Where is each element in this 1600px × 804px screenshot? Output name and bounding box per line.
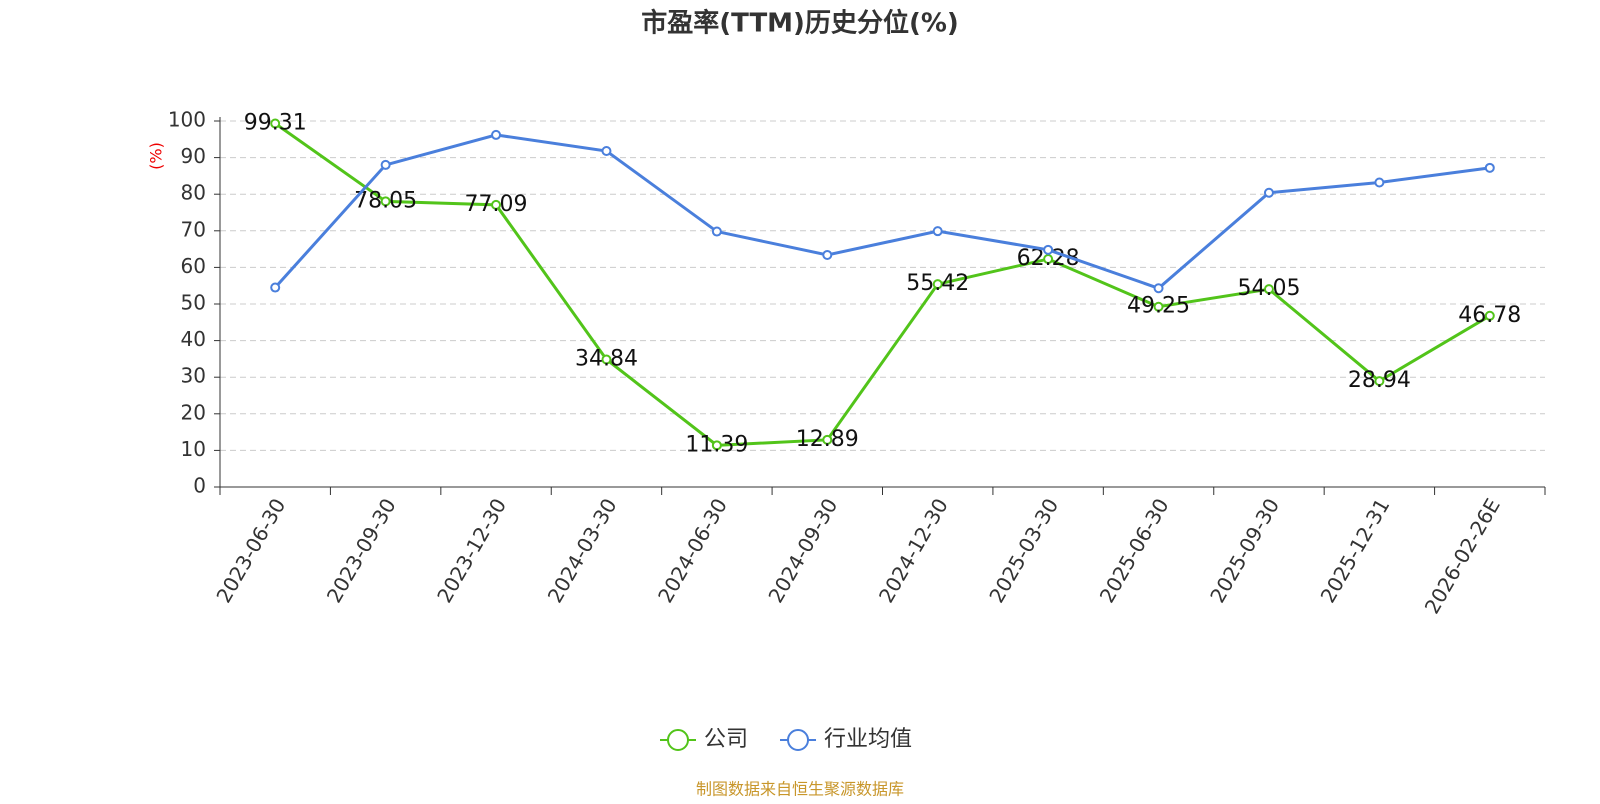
data-point <box>1374 376 1385 387</box>
y-tick-label: 80 <box>181 181 206 205</box>
x-tick-label: 2026-02-26E <box>1420 494 1505 618</box>
series-line <box>274 122 1491 447</box>
legend-label: 行业均值 <box>824 727 912 752</box>
data-point <box>270 282 281 293</box>
data-point <box>491 129 502 140</box>
data-label: 12.89 <box>796 427 859 452</box>
data-label: 28.94 <box>1348 368 1411 393</box>
data-label: 78.05 <box>354 188 417 213</box>
y-tick-label: 0 <box>193 474 206 498</box>
data-point <box>1484 310 1495 321</box>
y-tick-label: 100 <box>168 108 206 132</box>
data-label: 46.78 <box>1458 303 1521 328</box>
x-tick-label: 2025-12-31 <box>1316 494 1395 607</box>
y-tick-label: 20 <box>181 400 206 424</box>
legend-marker <box>667 729 689 751</box>
data-point <box>932 226 943 237</box>
x-tick-label: 2023-12-30 <box>432 494 511 607</box>
legend-marker <box>787 729 810 751</box>
data-label: 55.42 <box>906 271 969 296</box>
x-tick-label: 2024-12-30 <box>874 494 953 607</box>
x-tick-label: 2024-06-30 <box>653 494 732 607</box>
x-tick-label: 2025-09-30 <box>1205 494 1284 607</box>
data-point <box>1263 284 1274 295</box>
data-label: 34.84 <box>575 346 638 371</box>
data-point <box>1153 283 1164 294</box>
data-point <box>270 118 281 129</box>
chart-title: 市盈率(TTM)历史分位(%) <box>641 8 959 39</box>
data-point <box>491 199 502 210</box>
data-point <box>1484 162 1495 173</box>
data-label: 54.05 <box>1237 276 1300 301</box>
data-point <box>601 354 612 365</box>
series-line <box>274 133 1490 290</box>
data-point <box>711 440 722 451</box>
y-tick-label: 40 <box>181 327 206 351</box>
data-point <box>932 279 943 290</box>
data-point <box>1043 244 1054 255</box>
data-point <box>380 159 391 170</box>
source-note: 制图数据来自恒生聚源数据库 <box>696 780 904 799</box>
data-point <box>711 226 722 237</box>
data-point <box>380 196 391 207</box>
data-point <box>601 146 612 157</box>
x-tick-label: 2023-09-30 <box>322 494 401 607</box>
data-point <box>822 434 833 445</box>
data-label: 49.25 <box>1127 294 1190 319</box>
y-tick-label: 90 <box>181 144 206 168</box>
legend-label: 公司 <box>704 727 748 752</box>
data-label: 77.09 <box>465 192 528 217</box>
x-tick-label: 2024-09-30 <box>763 494 842 607</box>
data-point <box>1374 177 1385 188</box>
x-tick-label: 2025-03-30 <box>984 494 1063 607</box>
x-tick-label: 2024-03-30 <box>543 494 622 607</box>
x-tick-label: 2023-06-30 <box>211 494 290 607</box>
data-point <box>1043 254 1054 265</box>
data-label: 11.39 <box>685 432 748 457</box>
y-tick-label: 70 <box>181 217 206 241</box>
x-tick-label: 2025-06-30 <box>1095 494 1174 607</box>
y-tick-label: 60 <box>181 254 206 278</box>
data-point <box>1153 301 1164 312</box>
data-label: 99.31 <box>244 111 307 136</box>
y-axis-label: (%) <box>147 142 166 170</box>
y-tick-label: 30 <box>181 364 206 388</box>
data-point <box>822 249 833 260</box>
y-tick-label: 50 <box>181 291 206 315</box>
y-tick-label: 10 <box>181 437 206 461</box>
data-point <box>1263 187 1274 198</box>
